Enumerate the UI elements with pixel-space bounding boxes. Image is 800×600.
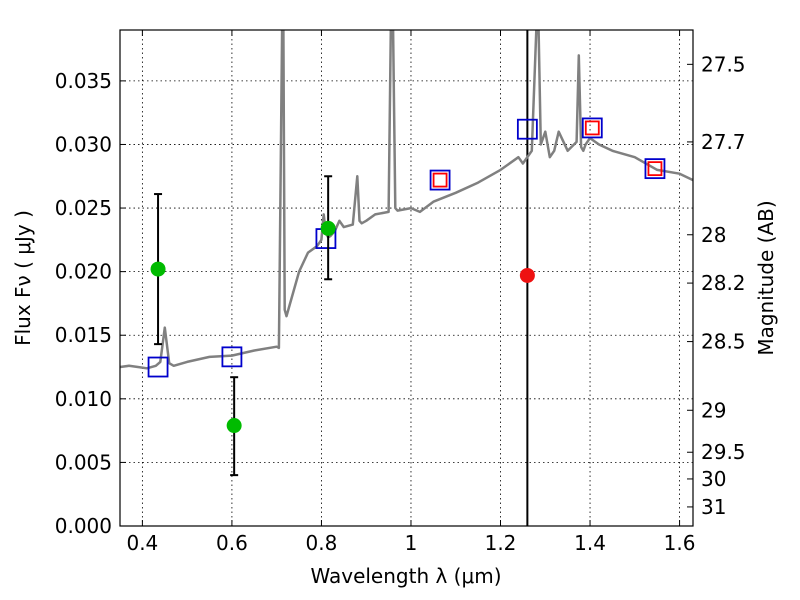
spectrum-line [120,30,693,370]
plot-series [120,30,693,526]
grid-lines [120,30,693,527]
right-axis-title: Magnitude (AB) [754,200,778,355]
right-tick-label: 29 [701,398,726,422]
y-tick-label: 0.025 [55,196,112,220]
right-tick-label: 31 [701,495,726,519]
photometry-square-marker [429,169,451,191]
axis-ticks: 0.4 0.6 0.8 1 1.2 1.4 1.6 0.000 0.005 0.010 0.015 0… [55,30,746,555]
x-axis-title: Wavelength λ (μm) [310,564,501,588]
plot-frame [119,29,694,527]
x-tick-label: 1.6 [664,531,696,555]
y-tick-label: 0.000 [55,514,112,538]
y-tick-label: 0.030 [55,132,112,156]
photometry-square-marker [516,118,538,140]
y-tick-label: 0.015 [55,323,112,347]
measured-flux-point [226,418,242,434]
y-tick-label: 0.020 [55,260,112,284]
right-tick-label: 28 [701,223,726,247]
model-square-marker [647,161,663,177]
model-square-marker [584,120,600,136]
x-tick-label: 1.4 [574,531,606,555]
photometry-square-marker [221,346,243,368]
highlight-point [519,267,535,283]
y-tick-label: 0.010 [55,387,112,411]
right-tick-label: 30 [701,467,726,491]
x-tick-label: 0.4 [126,531,158,555]
model-square-marker [432,172,448,188]
measured-flux-point [150,261,166,277]
photometry-square-marker [581,117,603,139]
x-tick-label: 1.2 [485,531,517,555]
right-tick-label: 27.5 [701,52,746,76]
right-tick-label: 27.7 [701,130,746,154]
x-tick-label: 0.8 [306,531,338,555]
photometry-square-marker [644,158,666,180]
photometry-square-marker [147,356,169,378]
measured-flux-point [320,220,336,236]
x-tick-label: 1 [405,531,418,555]
y-tick-label: 0.005 [55,450,112,474]
y-axis-title: Flux Fν ( μJy ) [11,210,35,346]
right-tick-label: 29.5 [701,440,746,464]
right-tick-label: 28.5 [701,330,746,354]
y-tick-label: 0.035 [55,69,112,93]
right-tick-label: 28.2 [701,271,746,295]
x-tick-label: 0.6 [216,531,248,555]
